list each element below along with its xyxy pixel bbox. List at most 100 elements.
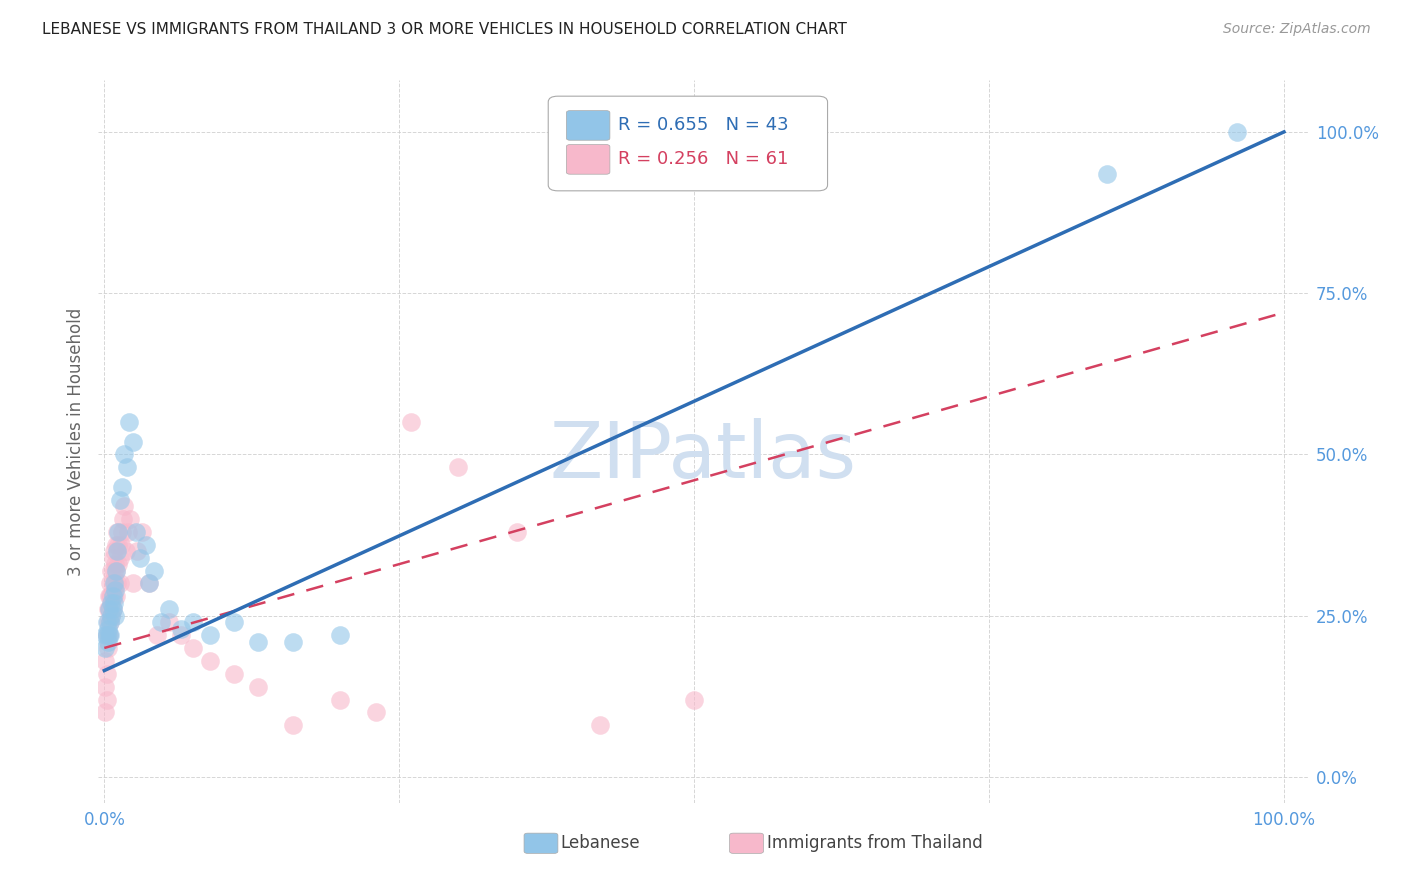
Point (107, 524, 129, 539)
Point (105, 564, 128, 578)
Point (683, 692, 706, 706)
Text: Source: ZipAtlas.com: Source: ZipAtlas.com (1223, 22, 1371, 37)
Point (107, 538, 129, 552)
Point (127, 544, 149, 558)
Point (589, 718, 612, 732)
Point (157, 615, 180, 630)
Point (181, 615, 204, 630)
FancyBboxPatch shape (567, 111, 610, 140)
Point (100, 596, 122, 610)
Point (104, 557, 127, 571)
Point (138, 576, 160, 591)
Point (112, 447, 135, 461)
Point (94, 680, 117, 694)
Point (181, 640, 204, 655)
Point (98, 628, 121, 642)
Point (364, 706, 387, 720)
Point (105, 524, 128, 539)
Point (246, 680, 269, 694)
Point (100, 608, 122, 623)
Point (117, 524, 139, 539)
Point (104, 608, 127, 623)
Point (97, 602, 120, 616)
Point (121, 576, 143, 591)
Point (170, 628, 193, 642)
Point (94, 628, 117, 642)
Point (115, 460, 138, 475)
Point (101, 576, 124, 591)
Point (104, 582, 127, 597)
Point (506, 524, 529, 539)
Point (222, 666, 245, 681)
Point (149, 615, 172, 630)
Point (97, 634, 120, 648)
Point (447, 460, 470, 475)
Point (107, 557, 129, 571)
FancyBboxPatch shape (548, 96, 828, 191)
Point (108, 576, 131, 591)
Point (98, 628, 121, 642)
Point (98, 628, 121, 642)
Point (1226, 125, 1249, 139)
Text: R = 0.655   N = 43: R = 0.655 N = 43 (619, 116, 789, 134)
Point (104, 576, 127, 591)
Point (108, 550, 131, 565)
Point (103, 576, 125, 591)
Point (101, 550, 124, 565)
Point (100, 590, 122, 604)
Point (157, 602, 180, 616)
Point (101, 602, 124, 616)
Y-axis label: 3 or more Vehicles in Household: 3 or more Vehicles in Household (66, 308, 84, 575)
Point (97, 622, 120, 636)
Point (222, 615, 245, 630)
Point (96, 615, 118, 630)
Point (94, 706, 117, 720)
Point (94, 640, 117, 655)
Point (112, 512, 135, 526)
Point (125, 524, 148, 539)
Point (96, 692, 118, 706)
Point (118, 415, 141, 429)
FancyBboxPatch shape (567, 145, 610, 174)
Point (135, 538, 157, 552)
Text: ZIPatlas: ZIPatlas (550, 418, 856, 494)
Text: R = 0.256   N = 61: R = 0.256 N = 61 (619, 150, 789, 168)
Point (281, 718, 304, 732)
Point (96, 628, 118, 642)
FancyBboxPatch shape (524, 833, 558, 854)
Point (103, 590, 125, 604)
Point (112, 499, 135, 513)
Point (399, 415, 422, 429)
Point (111, 480, 134, 494)
Point (105, 590, 128, 604)
Point (101, 590, 124, 604)
Point (1095, 167, 1118, 181)
Point (105, 538, 128, 552)
Point (98, 615, 121, 630)
Point (96, 666, 118, 681)
Text: LEBANESE VS IMMIGRANTS FROM THAILAND 3 OR MORE VEHICLES IN HOUSEHOLD CORRELATION: LEBANESE VS IMMIGRANTS FROM THAILAND 3 O… (42, 22, 846, 37)
Point (98, 590, 121, 604)
Point (131, 524, 153, 539)
Point (103, 596, 125, 610)
Point (200, 654, 222, 668)
Point (146, 628, 169, 642)
Point (103, 544, 125, 558)
Point (101, 602, 124, 616)
Point (128, 550, 150, 565)
Point (105, 564, 128, 578)
Point (111, 524, 134, 539)
Point (329, 692, 352, 706)
Point (281, 634, 304, 648)
Point (98, 602, 121, 616)
Point (98, 590, 121, 604)
Point (94, 654, 117, 668)
Point (142, 564, 165, 578)
Point (170, 622, 193, 636)
Point (108, 492, 131, 507)
Point (246, 634, 269, 648)
Point (121, 434, 143, 449)
Point (100, 564, 122, 578)
Point (103, 564, 125, 578)
Point (96, 628, 118, 642)
